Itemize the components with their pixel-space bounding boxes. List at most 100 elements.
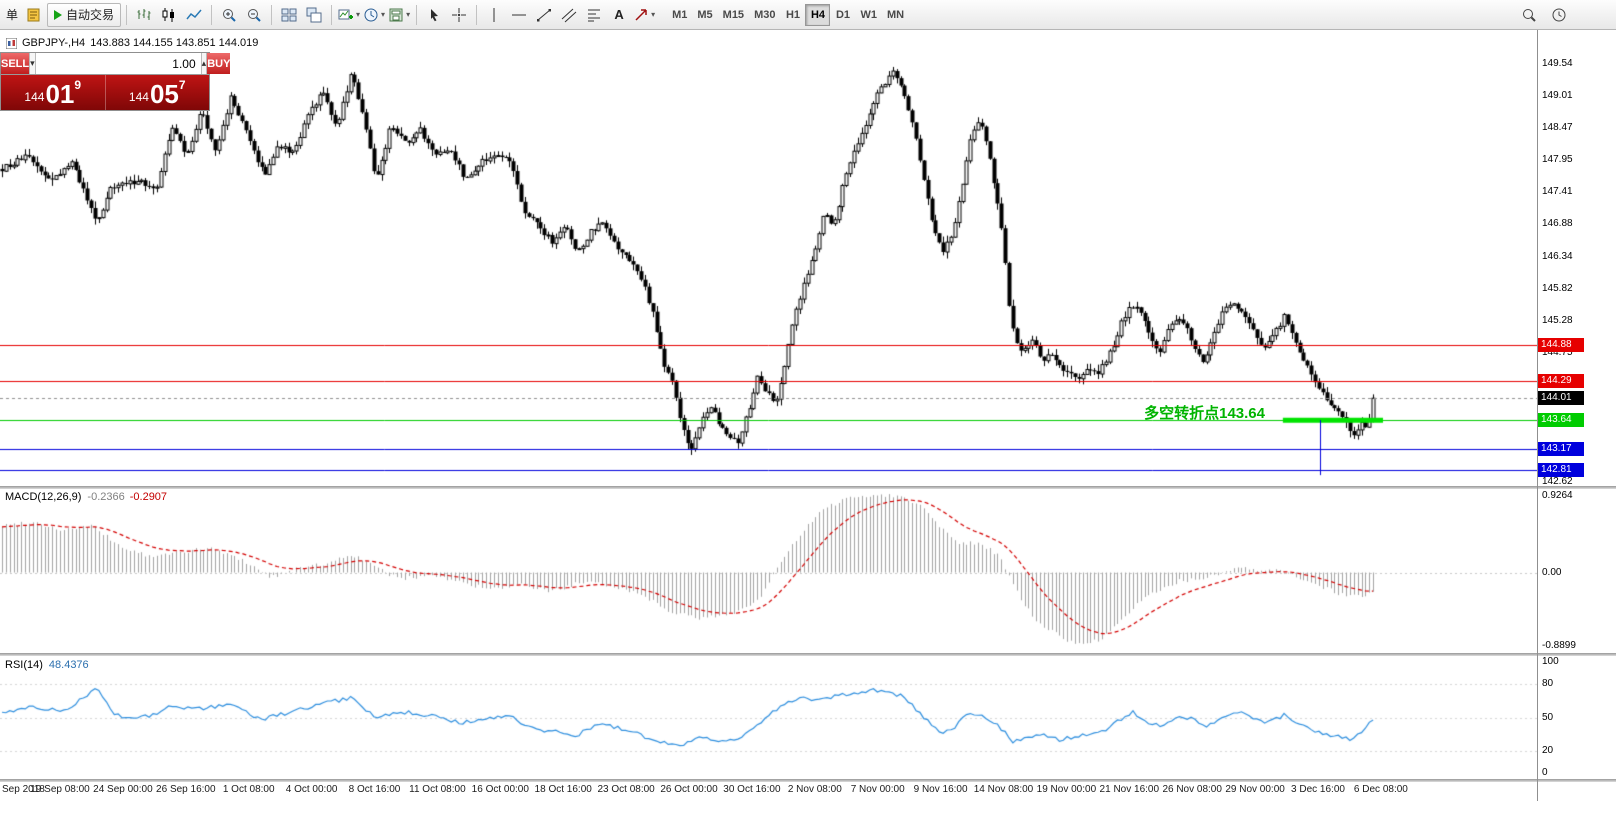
time-tick-2: 24 Sep 00:00 (93, 784, 153, 795)
price-tick-147.41: 147.41 (1542, 186, 1573, 198)
buy-price-big: 05 (149, 79, 179, 109)
crosshair-icon (452, 7, 467, 22)
volume-input[interactable] (35, 53, 201, 74)
macd-rsi-splitter[interactable] (0, 653, 1616, 656)
time-tick-14: 7 Nov 00:00 (850, 784, 905, 795)
price-tag-143.17: 143.17 (1538, 441, 1584, 456)
time-tick-15: 9 Nov 16:00 (913, 784, 968, 795)
autotrade-label: 自动交易 (66, 8, 115, 22)
one-click-trade-panel: SELL ▾ ▴ BUY 144 01 9 144 05 7 (0, 52, 231, 111)
cursor-button[interactable] (422, 3, 446, 27)
new-chart-button[interactable]: ▾ (337, 3, 361, 27)
time-tick-22: 6 Dec 08:00 (1353, 784, 1408, 795)
macd-label: MACD(12,26,9) -0.2366 -0.2907 (5, 491, 167, 503)
price-tick-145.28: 145.28 (1542, 315, 1573, 327)
macd-signal-value: -0.2907 (129, 491, 168, 503)
line-chart-button[interactable] (182, 3, 206, 27)
clock-button[interactable] (1547, 3, 1571, 27)
macd-tick-zero: 0.00 (1542, 566, 1562, 578)
text-tool-icon: A (614, 7, 624, 22)
price-chart-canvas[interactable] (0, 30, 1537, 486)
templates-button[interactable]: ▾ (387, 3, 411, 27)
price-tick-148.47: 148.47 (1542, 122, 1573, 134)
macd-main-value: -0.2366 (87, 491, 125, 503)
timeframe-mn[interactable]: MN (886, 8, 905, 21)
price-axis-border (1537, 30, 1538, 801)
vertical-line-button[interactable] (482, 3, 506, 27)
time-tick-11: 26 Oct 00:00 (660, 784, 718, 795)
timeframe-h4[interactable]: H4 (805, 3, 831, 26)
fibonacci-icon (588, 9, 601, 21)
rsi-value: 48.4376 (48, 659, 89, 671)
timeframe-m5[interactable]: M5 (697, 8, 713, 21)
candlestick-chart-button[interactable] (157, 3, 181, 27)
time-tick-9: 18 Oct 16:00 (534, 784, 592, 795)
time-tick-4: 1 Oct 08:00 (222, 784, 275, 795)
clock-icon (1552, 8, 1566, 21)
text-tool-button[interactable]: A (607, 3, 631, 27)
chevron-down-icon: ▾ (356, 9, 361, 19)
tile-windows-button[interactable] (277, 3, 301, 27)
rsi-timeaxis-splitter[interactable] (0, 779, 1616, 782)
symbol-ohlc-values: 143.883 144.155 143.851 144.019 (90, 37, 259, 49)
zoom-out-icon (248, 8, 261, 22)
trendline-button[interactable] (532, 3, 556, 27)
volume-increase-button[interactable]: ▴ (200, 53, 208, 74)
autotrade-button[interactable]: 自动交易 (47, 2, 122, 27)
horizontal-line-button[interactable] (507, 3, 531, 27)
horizontal-line-icon (512, 14, 527, 15)
timeframe-m1[interactable]: M1 (672, 8, 688, 21)
zoom-out-button[interactable] (242, 3, 266, 27)
crosshair-button[interactable] (447, 3, 471, 27)
toolbar-separator (126, 4, 128, 25)
rsi-tick-20: 20 (1542, 744, 1554, 756)
buy-price-display[interactable]: 144 05 7 (104, 75, 210, 110)
price-tick-146.88: 146.88 (1542, 218, 1573, 230)
arrows-tool-icon (635, 8, 647, 21)
bars-chart-button[interactable] (132, 3, 156, 27)
sell-button[interactable]: SELL (1, 53, 30, 74)
rsi-name: RSI(14) (5, 659, 43, 671)
macd-panel-canvas[interactable] (0, 489, 1537, 653)
price-tag-144.01: 144.01 (1538, 390, 1584, 405)
rsi-label: RSI(14) 48.4376 (5, 659, 89, 671)
order-ticket-button[interactable] (22, 3, 46, 27)
time-tick-16: 14 Nov 08:00 (973, 784, 1034, 795)
rsi-tick-80: 80 (1542, 678, 1554, 690)
toolbar-separator (271, 4, 273, 25)
time-tick-1: 19 Sep 08:00 (30, 784, 90, 795)
search-icon (1523, 8, 1536, 22)
rsi-panel-canvas[interactable] (0, 656, 1537, 779)
price-macd-splitter[interactable] (0, 486, 1616, 489)
timeframe-h1[interactable]: H1 (785, 8, 800, 21)
time-tick-20: 29 Nov 00:00 (1225, 784, 1285, 795)
fibonacci-button[interactable] (582, 3, 606, 27)
toolbar-separator (416, 4, 418, 25)
new-chart-icon (338, 9, 354, 19)
timeframe-m30[interactable]: M30 (754, 8, 776, 21)
timeframe-m15[interactable]: M15 (722, 8, 745, 21)
sell-price-display[interactable]: 144 01 9 (1, 75, 105, 110)
timeframe-d1[interactable]: D1 (835, 8, 850, 21)
line-chart-icon (186, 9, 202, 19)
sell-price-big: 01 (45, 79, 75, 109)
price-tag-144.29: 144.29 (1538, 373, 1584, 388)
time-tick-10: 23 Oct 08:00 (597, 784, 655, 795)
buy-button[interactable]: BUY (207, 53, 231, 74)
macd-name: MACD(12,26,9) (5, 491, 82, 503)
search-button[interactable] (1517, 3, 1541, 27)
zoom-in-button[interactable] (217, 3, 241, 27)
cascade-windows-button[interactable] (302, 3, 326, 27)
volume-decrease-button[interactable]: ▾ (29, 53, 36, 74)
timeframe-w1[interactable]: W1 (860, 8, 877, 21)
time-tick-0: Sep 2018 (2, 784, 45, 795)
symbol-chart-icon (6, 37, 17, 49)
toolbar-separator (211, 4, 213, 25)
timeframe-toolbar: M1 M5 M15 M30 H1 H4 D1 W1 MN (667, 3, 909, 26)
channel-button[interactable] (557, 3, 581, 27)
periods-button[interactable]: ▾ (362, 3, 386, 27)
arrows-tool-button[interactable]: ▾ (632, 3, 656, 27)
new-order-button[interactable]: 单 (6, 8, 19, 22)
macd-tick-max: 0.9264 (1542, 490, 1573, 501)
buy-price-sup: 7 (178, 78, 186, 92)
